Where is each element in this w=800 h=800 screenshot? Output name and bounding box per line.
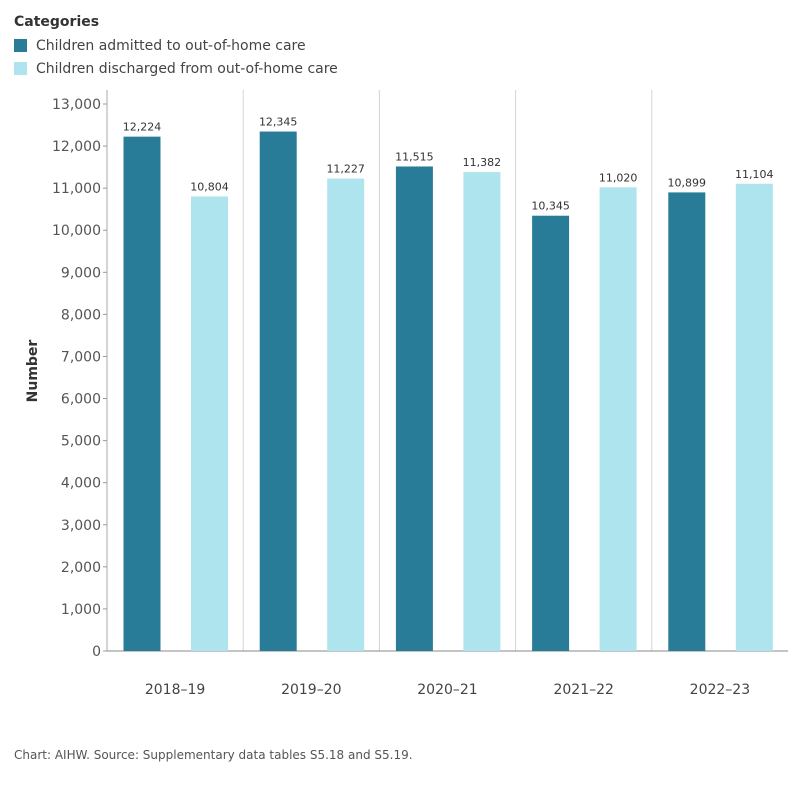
bar-admitted	[123, 136, 161, 652]
legend-swatch-admitted	[14, 39, 27, 52]
data-label-discharged: 11,020	[599, 171, 638, 184]
data-label-discharged: 11,382	[463, 156, 502, 169]
bar-discharged	[463, 172, 501, 652]
legend-label-discharged: Children discharged from out-of-home car…	[36, 60, 338, 77]
y-tick-label: 2,000	[61, 560, 101, 576]
data-label-admitted: 12,224	[123, 121, 162, 134]
bar-admitted	[532, 215, 570, 651]
data-label-admitted: 10,899	[668, 176, 707, 189]
chart-source-note: Chart: AIHW. Source: Supplementary data …	[14, 748, 413, 762]
x-category-label: 2020–21	[417, 682, 477, 698]
data-label-admitted: 10,345	[531, 200, 570, 213]
y-tick-label: 0	[92, 644, 101, 660]
legend: Categories Children admitted to out-of-h…	[14, 14, 338, 80]
y-tick-label: 11,000	[52, 181, 101, 197]
legend-item-admitted[interactable]: Children admitted to out-of-home care	[14, 34, 338, 57]
data-label-discharged: 10,804	[190, 180, 229, 193]
y-tick-label: 10,000	[52, 223, 101, 239]
y-tick-label: 5,000	[61, 434, 101, 450]
bar-admitted	[668, 192, 706, 651]
data-label-discharged: 11,227	[326, 163, 365, 176]
y-tick-label: 3,000	[61, 518, 101, 534]
bar-discharged	[599, 187, 637, 651]
bar-discharged	[327, 178, 365, 651]
bar-admitted	[395, 166, 433, 651]
y-tick-label: 12,000	[52, 139, 101, 155]
y-tick-label: 1,000	[61, 602, 101, 618]
x-category-label: 2018–19	[145, 682, 205, 698]
y-tick-label: 6,000	[61, 392, 101, 408]
y-tick-label: 7,000	[61, 349, 101, 365]
y-tick-label: 9,000	[61, 265, 101, 281]
bar-admitted	[259, 131, 297, 652]
y-axis-title: Number	[25, 340, 41, 403]
y-tick-label: 4,000	[61, 476, 101, 492]
bar-discharged	[735, 183, 773, 652]
y-tick-label: 8,000	[61, 307, 101, 323]
y-tick-label: 13,000	[52, 97, 101, 113]
data-label-admitted: 12,345	[259, 116, 298, 129]
data-label-discharged: 11,104	[735, 168, 774, 181]
x-category-label: 2019–20	[281, 682, 341, 698]
legend-item-discharged[interactable]: Children discharged from out-of-home car…	[14, 57, 338, 80]
data-label-admitted: 11,515	[395, 150, 434, 163]
legend-swatch-discharged	[14, 62, 27, 75]
legend-label-admitted: Children admitted to out-of-home care	[36, 37, 306, 54]
legend-title: Categories	[14, 14, 100, 30]
x-category-label: 2021–22	[553, 682, 613, 698]
x-category-label: 2022–23	[690, 682, 750, 698]
bar-discharged	[191, 196, 228, 651]
